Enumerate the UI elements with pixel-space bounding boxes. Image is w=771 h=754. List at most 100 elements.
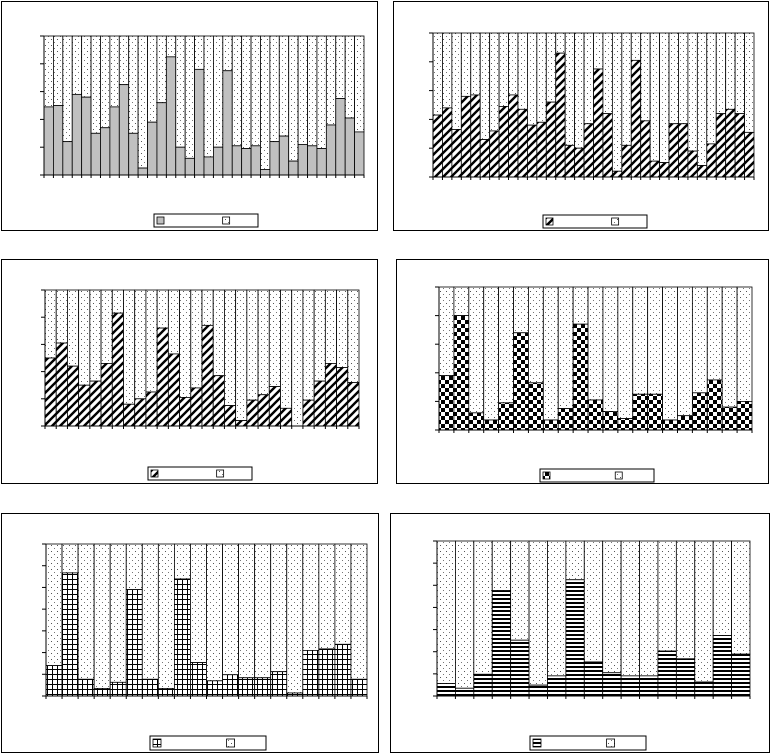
bar-remainder [677,286,693,417]
bar-value [659,162,670,178]
bar-value [647,393,663,431]
bar-value [238,677,256,697]
bar-remainder [736,286,753,402]
bar-remainder [744,32,755,133]
bar-remainder [44,289,57,359]
bar-remainder [639,540,659,677]
bar-value [100,127,111,176]
bar-remainder [706,286,723,381]
bar-value [134,398,147,427]
chart-1-svg [40,35,365,228]
bar-value [302,399,315,427]
bar-remainder [89,289,102,382]
bar-value [508,94,519,178]
bar-value [71,93,83,176]
bar-value [268,386,281,427]
bar-remainder [675,540,696,660]
bar-value [335,98,346,176]
bar-value [442,107,453,178]
legend-box [149,735,267,751]
bar-value [639,675,659,697]
bar-remainder [67,289,80,367]
bar-remainder [254,543,272,679]
bar-value [489,130,500,178]
legend-box [529,735,647,751]
bar-remainder [288,35,299,162]
bar-remainder [706,32,717,145]
bar-value [694,681,714,697]
bar-remainder [678,32,689,125]
bar-value [432,114,443,178]
bar-value [438,375,455,431]
bar-value [81,96,92,176]
bar-remainder [175,35,186,148]
bar-remainder [280,289,293,409]
bar-value [678,123,689,178]
bar-value [222,70,233,176]
bar-remainder [455,540,475,689]
bar-remainder [53,35,64,106]
bar-remainder [222,35,233,72]
bar-value [510,639,530,697]
bar-value [269,141,280,176]
bar-value [491,590,512,697]
bar-value [184,157,195,176]
bar-value [336,367,349,427]
bar-value [587,399,604,431]
bar-remainder [238,543,256,679]
bar-value [479,139,491,178]
bar-value [278,135,290,176]
bar-remainder [77,543,95,680]
bar-remainder [324,289,337,364]
bar-remainder [335,35,346,99]
bar-value [77,678,95,697]
bar-value [621,144,632,178]
bar-value [257,394,270,427]
chart-panel-6 [390,513,770,753]
legend-swatch-series-1 [152,738,162,748]
bar-value [725,108,736,178]
bar-value [325,124,337,176]
bar-remainder [156,35,167,104]
bar-value [632,393,649,431]
bar-value [715,113,727,178]
bar-value [731,653,751,697]
bar-value [78,384,91,427]
bar-value [460,95,472,178]
bar-remainder [498,286,514,404]
bar-remainder [297,35,308,145]
bar-remainder [555,32,566,54]
bar-value [270,671,288,697]
chart-panel-5 [1,513,379,753]
bar-value [564,144,576,178]
bar-value [141,678,159,697]
bar-remainder [602,32,613,115]
bar-value [213,146,224,176]
bar-remainder [432,32,443,116]
bar-remainder [479,32,491,140]
bar-remainder [137,35,148,169]
legend-swatch-series-1 [545,217,554,226]
legend-swatch-series-2 [222,216,231,225]
bar-value [630,59,642,178]
bar-remainder [593,32,604,70]
bar-remainder [246,289,259,401]
bar-remainder [134,289,147,400]
bar-remainder [489,32,500,132]
chart-panel-3 [1,259,378,484]
bar-value [241,148,252,176]
bar-remainder [696,32,708,166]
bar-value [45,665,63,697]
bar-value [260,169,271,176]
bar-remainder [184,35,195,159]
bar-value [528,382,544,431]
bar-value [451,129,462,178]
bar-remainder [657,540,677,652]
chart-3-svg [41,289,360,481]
bar-remainder [460,32,472,97]
chart-2-svg [429,32,755,229]
bar-remainder [694,540,714,683]
chart-legend [147,466,253,481]
bar-value [55,342,68,427]
bar-remainder [528,286,544,384]
